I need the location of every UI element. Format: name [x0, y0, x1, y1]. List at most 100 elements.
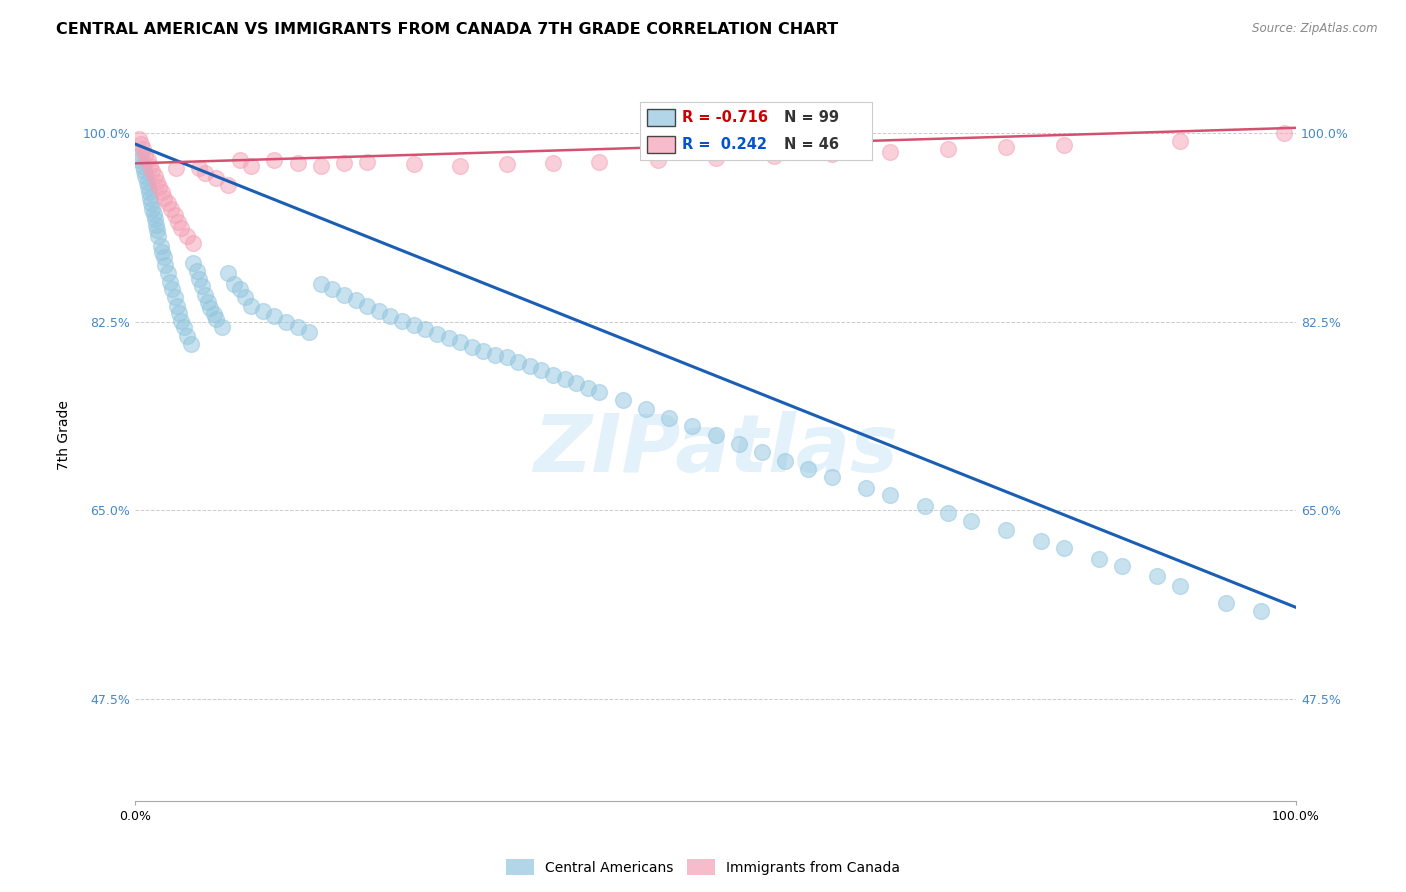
- Point: [141, 202, 163, 216]
- Point: [167, 306, 190, 320]
- Point: [211, 320, 233, 334]
- Point: [1274, 126, 1296, 140]
- Point: [181, 236, 204, 251]
- Point: [134, 147, 156, 161]
- Point: [150, 244, 173, 259]
- Point: [402, 157, 425, 171]
- Point: [287, 156, 309, 170]
- Point: [495, 351, 517, 365]
- Point: [191, 279, 214, 293]
- Point: [1053, 138, 1076, 153]
- Point: [287, 320, 309, 334]
- Point: [704, 428, 727, 442]
- Point: [1111, 559, 1133, 574]
- Point: [704, 151, 727, 165]
- Point: [936, 142, 959, 156]
- Point: [356, 155, 378, 169]
- Point: [160, 202, 183, 216]
- Point: [333, 156, 356, 170]
- Point: [141, 196, 163, 211]
- Point: [134, 169, 156, 184]
- Point: [165, 161, 187, 175]
- Point: [180, 337, 202, 351]
- Point: [153, 250, 176, 264]
- Point: [176, 228, 198, 243]
- Point: [187, 161, 209, 175]
- Point: [1029, 533, 1052, 548]
- Point: [138, 186, 160, 200]
- Point: [508, 354, 530, 368]
- Point: [333, 288, 356, 302]
- Point: [128, 153, 150, 168]
- Point: [143, 212, 166, 227]
- Point: [163, 290, 186, 304]
- Point: [541, 368, 564, 382]
- Point: [879, 488, 901, 502]
- Point: [658, 410, 681, 425]
- Point: [205, 311, 228, 326]
- Point: [1215, 596, 1237, 610]
- Point: [554, 372, 576, 386]
- Point: [367, 304, 389, 318]
- Point: [129, 136, 152, 151]
- Point: [727, 436, 749, 450]
- Point: [160, 283, 183, 297]
- Point: [821, 470, 844, 484]
- Point: [197, 295, 219, 310]
- Point: [150, 186, 173, 200]
- Point: [461, 340, 484, 354]
- Point: [821, 146, 844, 161]
- Point: [426, 326, 449, 341]
- Point: [166, 299, 188, 313]
- Point: [1168, 579, 1191, 593]
- Point: [914, 499, 936, 513]
- Point: [472, 343, 495, 358]
- Point: [128, 131, 150, 145]
- Point: [413, 322, 436, 336]
- Point: [855, 481, 877, 495]
- Point: [495, 157, 517, 171]
- Point: [132, 159, 155, 173]
- Point: [588, 384, 610, 399]
- Point: [484, 348, 506, 362]
- Point: [879, 145, 901, 159]
- Point: [263, 310, 285, 324]
- Point: [194, 288, 217, 302]
- Point: [1250, 604, 1272, 618]
- Point: [132, 142, 155, 156]
- Point: [202, 307, 225, 321]
- Point: [1087, 552, 1109, 566]
- Point: [141, 164, 163, 178]
- Point: [233, 290, 256, 304]
- Point: [449, 335, 471, 350]
- Point: [576, 380, 599, 394]
- Point: [263, 153, 285, 168]
- Point: [356, 299, 378, 313]
- Point: [155, 258, 177, 272]
- Point: [1053, 541, 1076, 556]
- Point: [170, 221, 193, 235]
- Point: [135, 175, 157, 189]
- Point: [228, 153, 250, 168]
- Point: [156, 266, 179, 280]
- Point: [994, 523, 1017, 537]
- Point: [228, 283, 250, 297]
- Point: [437, 331, 460, 345]
- Point: [186, 264, 208, 278]
- Point: [167, 214, 190, 228]
- Point: [145, 218, 167, 232]
- Point: [994, 140, 1017, 154]
- Point: [146, 223, 169, 237]
- Point: [129, 147, 152, 161]
- Point: [541, 156, 564, 170]
- Point: [1168, 134, 1191, 148]
- Y-axis label: 7th Grade: 7th Grade: [58, 400, 72, 470]
- Point: [153, 191, 176, 205]
- Point: [647, 153, 669, 168]
- Point: [309, 277, 332, 291]
- Point: [136, 153, 159, 168]
- Point: [146, 175, 169, 189]
- Point: [298, 325, 321, 339]
- Point: [449, 159, 471, 173]
- Point: [274, 315, 297, 329]
